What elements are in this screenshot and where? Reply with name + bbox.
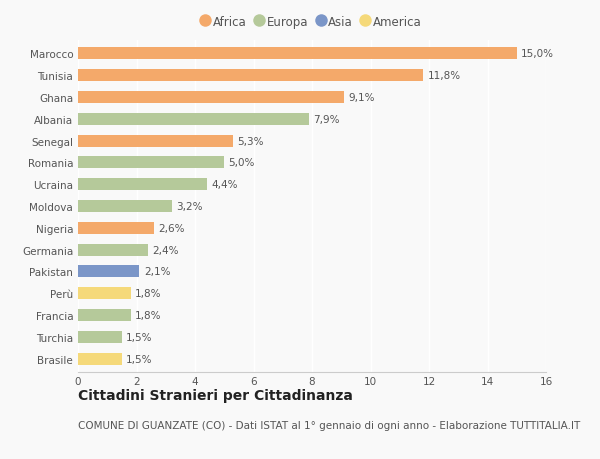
Bar (78, 179, 206, 191)
Text: 9,1%: 9,1% (349, 93, 375, 103)
Text: Cittadini Stranieri per Cittadinanza: Cittadini Stranieri per Cittadinanza (78, 388, 353, 402)
Bar (78, 157, 224, 169)
Text: 11,8%: 11,8% (428, 71, 461, 81)
Text: 1,5%: 1,5% (126, 354, 153, 364)
Bar (78, 222, 154, 234)
Bar (78, 353, 122, 365)
Text: 2,4%: 2,4% (152, 245, 179, 255)
Bar (78, 266, 139, 278)
Text: 5,3%: 5,3% (238, 136, 264, 146)
Text: 5,0%: 5,0% (229, 158, 255, 168)
Bar (78, 114, 309, 126)
Bar (78, 331, 122, 343)
Text: 1,8%: 1,8% (135, 310, 161, 320)
Text: 3,2%: 3,2% (176, 202, 202, 212)
Text: 4,4%: 4,4% (211, 180, 238, 190)
Text: 2,6%: 2,6% (158, 223, 185, 233)
Bar (78, 70, 423, 82)
Text: 2,1%: 2,1% (144, 267, 170, 277)
Bar (78, 244, 148, 256)
Text: 7,9%: 7,9% (313, 115, 340, 124)
Legend: Africa, Europa, Asia, America: Africa, Europa, Asia, America (199, 12, 425, 32)
Text: 1,5%: 1,5% (126, 332, 153, 342)
Bar (78, 201, 172, 213)
Text: 1,8%: 1,8% (135, 289, 161, 298)
Bar (78, 48, 517, 60)
Bar (78, 92, 344, 104)
Text: COMUNE DI GUANZATE (CO) - Dati ISTAT al 1° gennaio di ogni anno - Elaborazione T: COMUNE DI GUANZATE (CO) - Dati ISTAT al … (78, 420, 580, 430)
Bar (78, 135, 233, 147)
Text: 15,0%: 15,0% (521, 50, 554, 59)
Bar (78, 309, 131, 321)
Bar (78, 287, 131, 300)
